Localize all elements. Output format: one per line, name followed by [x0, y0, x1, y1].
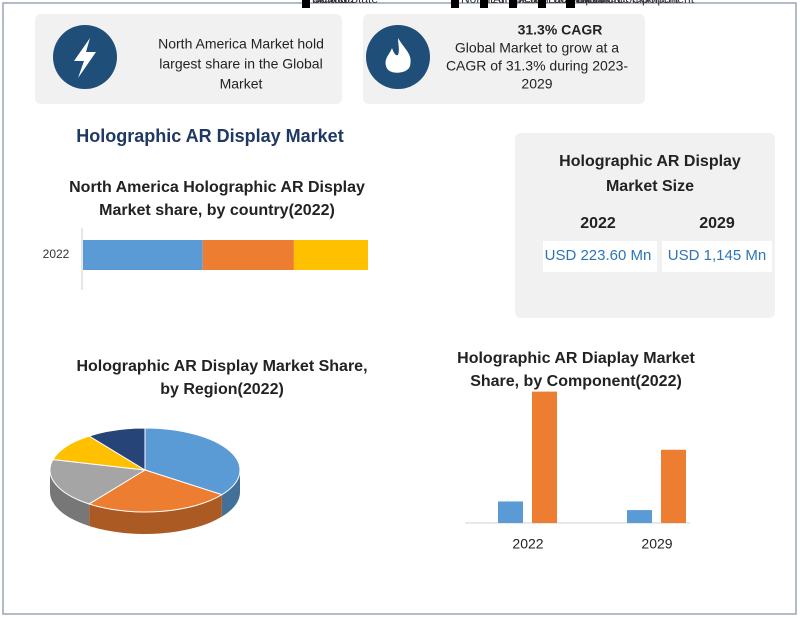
bolt: [74, 38, 96, 78]
legend-label: Canada: [312, 0, 354, 6]
text-line: by Region(2022): [160, 381, 284, 398]
main-title: Holographic AR Display Market: [76, 126, 343, 146]
text-line: Share, by Component(2022): [470, 373, 682, 390]
bar-segment: [293, 240, 368, 270]
bar: [627, 510, 652, 523]
legend-label: Optical Component: [576, 0, 679, 6]
pie-slice: [144, 427, 241, 496]
value-box: [543, 241, 657, 272]
card: [35, 14, 342, 104]
legend-swatch: [509, 0, 517, 8]
market-value: USD 223.60 Mn: [545, 247, 652, 264]
legend-label: United State: [312, 0, 378, 6]
legend-swatch: [302, 0, 310, 8]
text-line: North America Holographic AR Display: [69, 179, 365, 196]
legend-label: Electronic Component: [576, 0, 695, 6]
bar: [661, 449, 686, 523]
bar-segment: [202, 240, 294, 270]
text-line: Market Size: [606, 178, 694, 195]
year-label: 2029: [699, 215, 735, 232]
text-line: Global Market to grow at a: [455, 40, 619, 56]
pie-slice: [87, 469, 224, 513]
value-box: [662, 241, 772, 272]
flame: [385, 38, 411, 73]
legend-label: North America: [461, 0, 537, 6]
pie-slice: [87, 427, 146, 471]
text-line: North America Market hold: [158, 36, 324, 52]
card: [363, 14, 645, 104]
legend-label: Asia Pacific: [519, 0, 581, 6]
bar: [498, 501, 523, 523]
legend-label: Mexico: [312, 0, 350, 6]
legend-swatch: [480, 0, 488, 8]
pie-side: [50, 470, 90, 526]
x-tick-label: 2029: [641, 536, 672, 552]
bar-segment: [83, 240, 203, 270]
text-line: largest share in the Global: [159, 56, 322, 72]
text-line: Holographic AR Display Market Share,: [76, 358, 367, 375]
pie-side: [221, 470, 240, 517]
text-line: 2029: [521, 76, 552, 92]
pie-slice: [49, 459, 147, 505]
text-line: Holographic AR Display: [559, 153, 741, 170]
market-value: USD 1,145 Mn: [668, 247, 766, 264]
legend-swatch: [566, 0, 574, 8]
legend-swatch: [538, 0, 546, 8]
x-tick-label: 2022: [512, 536, 543, 552]
category-label: 2022: [43, 247, 70, 261]
card-heading: 31.3% CAGR: [518, 22, 603, 38]
text-line: Market share, by country(2022): [99, 202, 335, 219]
pie-slice: [52, 435, 146, 471]
legend-swatch: [451, 0, 459, 8]
legend-label: MEA: [577, 0, 603, 6]
text-line: Market: [220, 76, 263, 92]
text-line: Holographic AR Diaplay Market: [457, 350, 695, 367]
year-label: 2022: [580, 215, 616, 232]
bar: [532, 391, 557, 523]
pie-side: [89, 494, 222, 534]
legend-label: Latin America: [548, 0, 621, 6]
text-line: CAGR of 31.3% during 2023-: [446, 58, 628, 74]
